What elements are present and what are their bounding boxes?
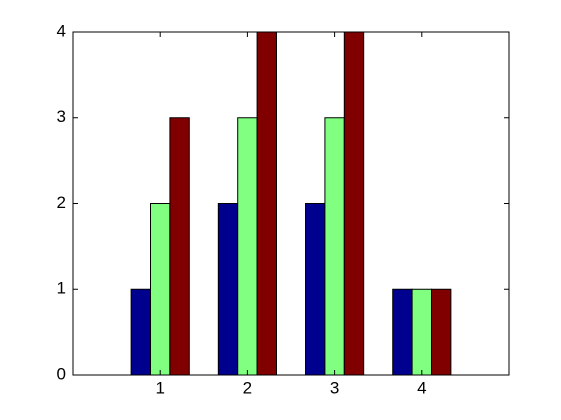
x-tick-label: 3	[330, 378, 339, 397]
x-tick-label: 4	[417, 378, 426, 397]
y-tick-label: 0	[57, 364, 66, 383]
y-tick-label: 4	[57, 21, 66, 40]
bar	[305, 203, 326, 376]
bar	[130, 288, 152, 376]
bar	[237, 117, 258, 376]
y-tick-label: 2	[57, 193, 66, 212]
bar	[392, 288, 413, 376]
bar	[343, 31, 365, 376]
bar	[256, 31, 277, 376]
bar	[217, 203, 239, 376]
y-tick-label: 1	[57, 279, 66, 298]
bar	[324, 117, 345, 376]
bar	[411, 288, 432, 376]
x-tick-label: 1	[155, 378, 164, 397]
x-tick-label: 2	[243, 378, 252, 397]
bar	[169, 117, 190, 376]
bar	[430, 288, 452, 376]
y-tick-label: 3	[57, 107, 66, 126]
bar	[150, 203, 171, 376]
